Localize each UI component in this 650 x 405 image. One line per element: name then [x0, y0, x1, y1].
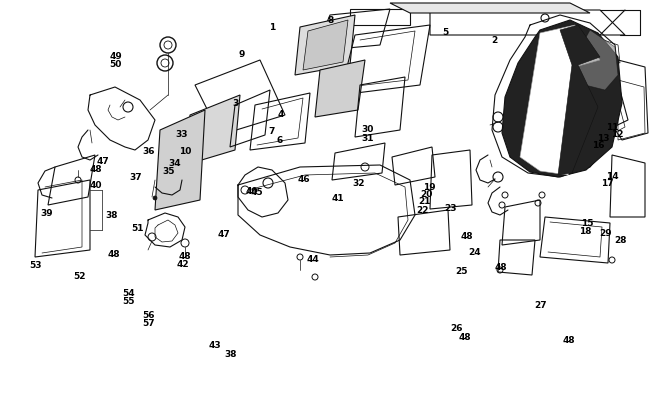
Polygon shape: [390, 4, 590, 14]
Text: 10: 10: [179, 146, 192, 155]
Text: 40: 40: [90, 181, 103, 190]
Text: 6: 6: [276, 135, 283, 144]
Text: 12: 12: [611, 130, 624, 139]
Text: 44: 44: [307, 254, 320, 263]
Text: 35: 35: [162, 166, 176, 175]
Text: 25: 25: [455, 266, 468, 275]
Text: 39: 39: [40, 208, 53, 217]
Text: 41: 41: [332, 193, 344, 202]
Text: 9: 9: [239, 50, 245, 59]
Text: 54: 54: [122, 288, 135, 297]
Text: 11: 11: [606, 123, 619, 132]
Text: 48: 48: [179, 252, 192, 260]
Text: 1: 1: [268, 23, 275, 32]
Text: 46: 46: [298, 175, 311, 183]
Text: 48: 48: [458, 333, 471, 341]
Text: 7: 7: [268, 127, 275, 136]
Text: 55: 55: [122, 296, 135, 305]
Text: 38: 38: [224, 349, 237, 358]
Text: 42: 42: [177, 260, 190, 269]
Polygon shape: [185, 96, 240, 166]
Text: 26: 26: [450, 323, 463, 332]
Text: 24: 24: [468, 247, 481, 256]
Text: 51: 51: [131, 223, 144, 232]
Text: 48: 48: [494, 262, 507, 271]
Text: 15: 15: [580, 218, 593, 227]
Text: 32: 32: [352, 179, 365, 188]
Text: 31: 31: [361, 133, 374, 142]
Text: 57: 57: [142, 319, 155, 328]
Polygon shape: [520, 26, 600, 175]
Text: 5: 5: [442, 28, 448, 37]
Text: 29: 29: [599, 228, 612, 237]
Circle shape: [153, 196, 157, 200]
Text: 45: 45: [250, 188, 263, 197]
Text: 47: 47: [218, 230, 231, 239]
Text: 8: 8: [327, 16, 333, 25]
Text: 22: 22: [416, 205, 429, 214]
Text: 48: 48: [90, 165, 103, 174]
Text: 13: 13: [597, 134, 610, 143]
Text: 47: 47: [96, 157, 109, 166]
Text: 53: 53: [29, 261, 42, 270]
Text: 49: 49: [109, 51, 122, 60]
Text: 43: 43: [208, 341, 221, 350]
Text: 56: 56: [142, 311, 155, 320]
Text: 21: 21: [418, 197, 431, 206]
Text: 48: 48: [107, 250, 120, 259]
Text: 36: 36: [142, 146, 155, 155]
Polygon shape: [155, 111, 205, 211]
Text: 27: 27: [534, 300, 547, 309]
Text: 4: 4: [278, 110, 284, 119]
Text: 2: 2: [491, 36, 497, 45]
Text: 16: 16: [592, 141, 604, 149]
Text: 37: 37: [129, 173, 142, 182]
Text: 20: 20: [420, 190, 433, 199]
Text: 48: 48: [460, 231, 473, 240]
Polygon shape: [295, 16, 355, 76]
Text: 23: 23: [444, 203, 457, 212]
Text: 40: 40: [246, 187, 259, 196]
Polygon shape: [315, 61, 365, 118]
Text: 48: 48: [562, 335, 575, 344]
Text: 17: 17: [601, 179, 614, 188]
Text: 19: 19: [422, 183, 436, 192]
Text: 38: 38: [105, 211, 118, 220]
Text: 14: 14: [606, 172, 619, 181]
Polygon shape: [558, 26, 600, 175]
Text: 18: 18: [578, 226, 592, 235]
Text: 30: 30: [361, 125, 374, 134]
Polygon shape: [502, 21, 622, 177]
Polygon shape: [303, 21, 348, 71]
Text: 34: 34: [168, 158, 181, 167]
Text: 52: 52: [73, 272, 86, 281]
Text: 33: 33: [176, 130, 188, 139]
Text: 3: 3: [232, 99, 239, 108]
Polygon shape: [572, 31, 618, 91]
Text: 28: 28: [614, 235, 627, 244]
Text: 50: 50: [109, 60, 122, 69]
